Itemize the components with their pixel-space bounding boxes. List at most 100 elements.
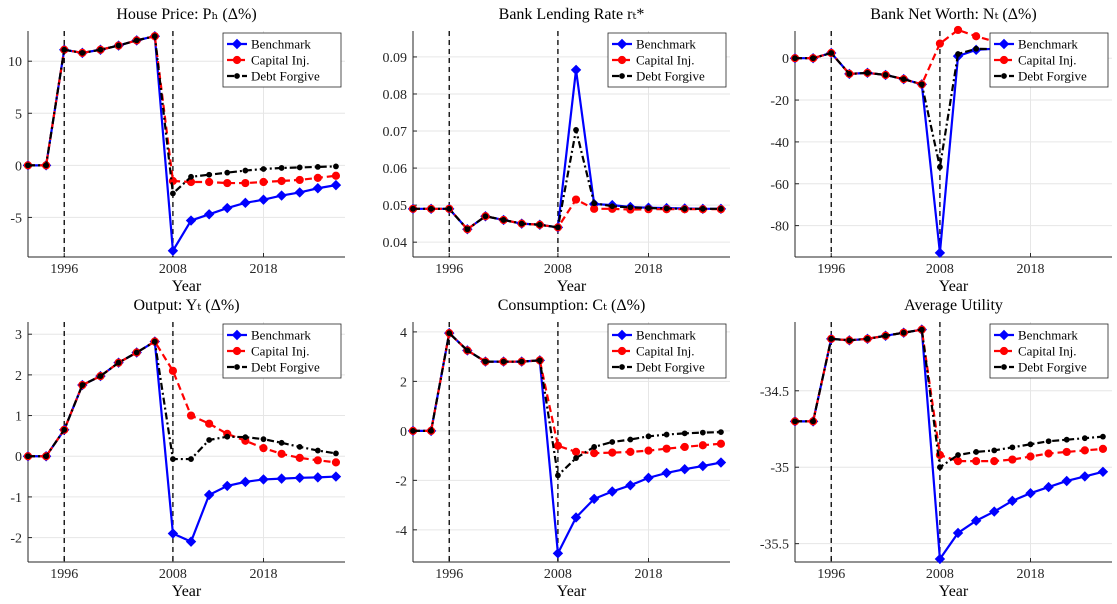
x-tick-label: 2018 bbox=[1016, 567, 1044, 582]
marker bbox=[718, 205, 724, 212]
y-tick-label: 0.07 bbox=[383, 125, 408, 140]
x-axis-label: Year bbox=[557, 583, 587, 600]
marker bbox=[627, 436, 634, 443]
marker bbox=[61, 426, 68, 433]
marker bbox=[168, 366, 178, 375]
marker bbox=[296, 443, 303, 450]
marker bbox=[188, 173, 194, 180]
y-tick-label: 0.09 bbox=[383, 51, 408, 66]
marker bbox=[625, 480, 636, 491]
x-tick-label: 2018 bbox=[1016, 262, 1044, 277]
marker bbox=[973, 45, 980, 52]
marker bbox=[991, 447, 998, 454]
legend-label: Debt Forgive bbox=[1018, 360, 1087, 375]
marker bbox=[294, 187, 305, 198]
marker bbox=[518, 220, 525, 227]
marker bbox=[330, 471, 342, 482]
marker bbox=[205, 419, 214, 428]
marker bbox=[428, 205, 435, 212]
marker bbox=[555, 224, 561, 231]
legend-label: Capital Inj. bbox=[636, 53, 695, 68]
marker bbox=[170, 190, 176, 197]
x-axis-label: Year bbox=[172, 583, 202, 600]
y-tick-label: -1 bbox=[10, 491, 22, 506]
marker bbox=[1045, 438, 1052, 445]
marker bbox=[609, 203, 616, 210]
legend-label: Capital Inj. bbox=[251, 344, 310, 359]
legend-label: Debt Forgive bbox=[1018, 69, 1087, 84]
marker bbox=[133, 37, 140, 44]
marker bbox=[699, 429, 706, 436]
legend-label: Capital Inj. bbox=[636, 344, 695, 359]
series-line bbox=[28, 34, 336, 196]
marker bbox=[277, 176, 286, 186]
marker bbox=[571, 195, 581, 204]
marker bbox=[1097, 466, 1109, 478]
y-tick-label: 2 bbox=[15, 369, 22, 384]
legend-label: Debt Forgive bbox=[251, 360, 320, 375]
marker bbox=[571, 447, 581, 456]
marker bbox=[810, 55, 817, 62]
y-tick-label: -2 bbox=[395, 474, 407, 489]
marker bbox=[970, 515, 982, 526]
x-tick-label: 2008 bbox=[926, 567, 954, 582]
marker bbox=[1062, 447, 1071, 457]
marker bbox=[1008, 455, 1017, 464]
marker bbox=[295, 175, 304, 185]
marker bbox=[278, 165, 285, 171]
y-tick-label: -5 bbox=[10, 211, 22, 226]
marker bbox=[1098, 444, 1108, 453]
marker bbox=[314, 164, 321, 170]
marker bbox=[482, 358, 489, 365]
marker bbox=[990, 457, 999, 466]
panel: Bank Lending Rate rₜ* 0.04 0.05 0.06 0.07 0.0… bbox=[383, 6, 730, 295]
y-tick-label: 0 bbox=[400, 425, 407, 440]
series-line bbox=[28, 339, 337, 461]
marker bbox=[258, 474, 269, 485]
marker bbox=[446, 330, 453, 337]
y-tick-label: 0.08 bbox=[383, 88, 408, 103]
marker bbox=[934, 553, 946, 565]
y-tick-label: 0.05 bbox=[383, 199, 408, 214]
marker bbox=[608, 448, 617, 457]
marker bbox=[573, 127, 579, 133]
marker bbox=[643, 472, 654, 484]
marker bbox=[464, 347, 471, 354]
marker bbox=[716, 439, 726, 448]
marker bbox=[151, 338, 158, 345]
legend-marker bbox=[617, 346, 627, 356]
marker bbox=[223, 178, 232, 188]
marker bbox=[203, 489, 215, 501]
marker bbox=[1100, 433, 1106, 440]
marker bbox=[446, 205, 453, 212]
marker bbox=[588, 493, 600, 505]
marker bbox=[900, 76, 907, 83]
marker bbox=[1061, 475, 1072, 487]
marker bbox=[989, 506, 1000, 517]
marker bbox=[296, 164, 303, 171]
marker bbox=[918, 81, 925, 88]
panel: Consumption: Cₜ (Δ%) -4 -2 0 2 4 1996 2008 2018 Y… bbox=[395, 297, 730, 600]
y-tick-label: 3 bbox=[15, 328, 22, 343]
marker bbox=[973, 449, 980, 455]
marker bbox=[828, 50, 835, 56]
y-tick-label: 0 bbox=[782, 52, 789, 67]
marker bbox=[185, 215, 197, 226]
marker bbox=[205, 177, 214, 187]
x-axis-label: Year bbox=[557, 278, 587, 295]
marker bbox=[1081, 435, 1088, 442]
marker bbox=[952, 527, 964, 539]
marker bbox=[43, 162, 50, 169]
marker bbox=[1007, 495, 1018, 507]
marker bbox=[242, 167, 249, 174]
legend-marker bbox=[232, 55, 242, 65]
panel: Bank Net Worth: Nₜ (Δ%) -80 -60 -40 -20 0 1996… bbox=[770, 6, 1112, 295]
marker bbox=[79, 382, 86, 388]
legend-marker bbox=[231, 38, 243, 50]
x-axis-label: Year bbox=[172, 278, 202, 295]
x-tick-label: 1996 bbox=[435, 567, 463, 582]
y-tick-label: -34.5 bbox=[760, 385, 789, 400]
x-tick-label: 1996 bbox=[817, 262, 845, 277]
y-tick-label: -4 bbox=[395, 524, 407, 539]
